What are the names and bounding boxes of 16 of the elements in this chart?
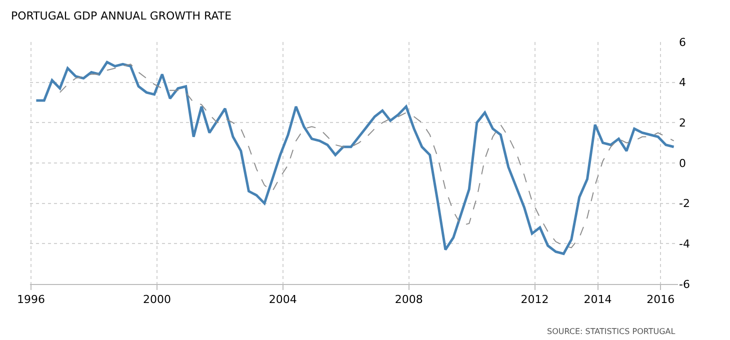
- x-tick-label: 2016: [646, 293, 675, 306]
- y-tick-label: -6: [679, 278, 690, 291]
- x-tick-label: 2008: [394, 293, 423, 306]
- x-tick-label: 2004: [268, 293, 297, 306]
- x-tick-label: 2000: [142, 293, 171, 306]
- x-tick-label: 2014: [584, 293, 612, 306]
- y-tick-label: -2: [679, 197, 690, 210]
- source-note: SOURCE: STATISTICS PORTUGAL: [547, 327, 676, 336]
- y-tick-label: 2: [679, 116, 686, 130]
- y-tick-label: -4: [679, 238, 690, 251]
- x-tick-label: 2012: [520, 293, 549, 306]
- y-tick-label: 6: [679, 36, 686, 49]
- chart-title: PORTUGAL GDP ANNUAL GROWTH RATE: [10, 10, 232, 23]
- y-tick-label: 0: [679, 156, 686, 170]
- x-tick-label: 1996: [17, 293, 46, 306]
- y-tick-label: 4: [679, 76, 686, 90]
